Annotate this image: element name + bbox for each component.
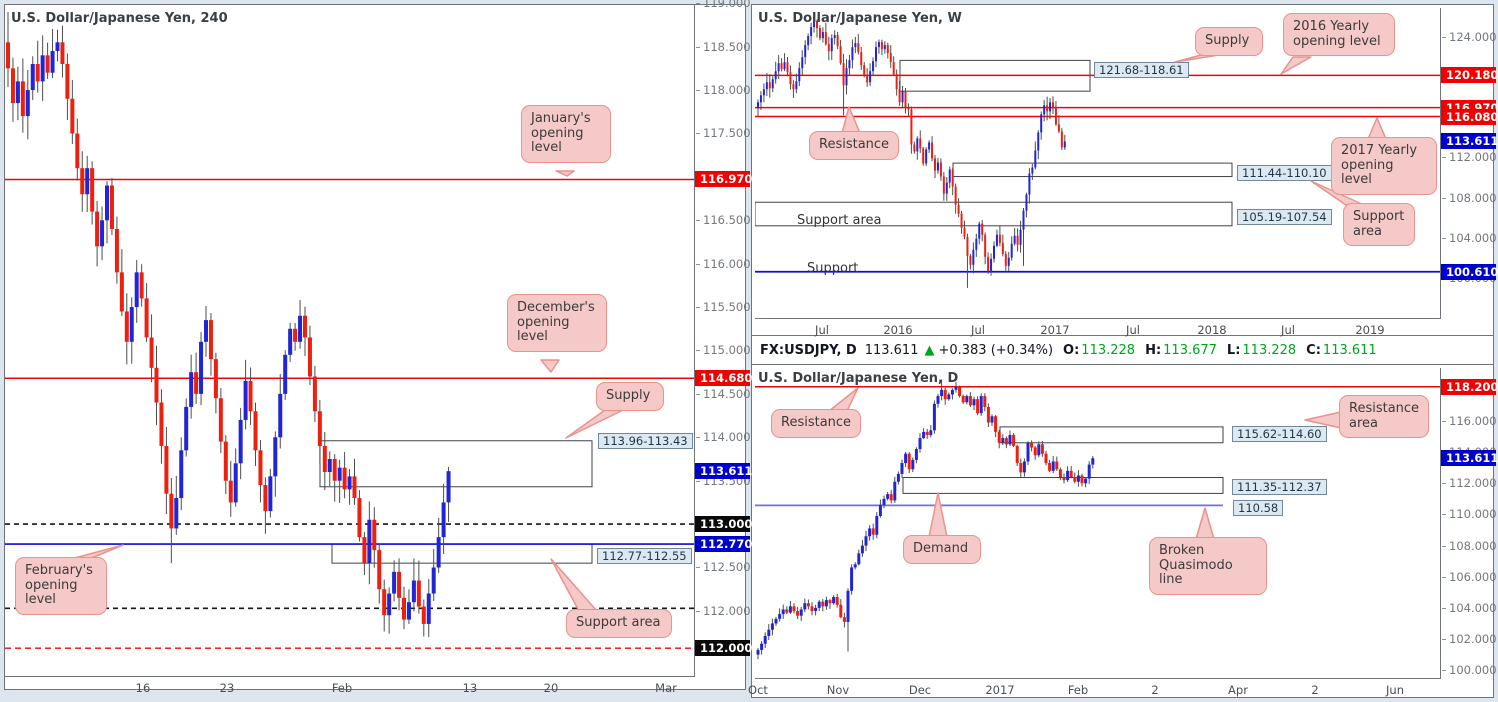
close-value: 113.611 — [1322, 342, 1377, 358]
annotation-callout[interactable]: Supply — [1195, 27, 1263, 56]
low-value: 113.228 — [1242, 342, 1297, 358]
annotation-callout[interactable]: 2016 Yearly opening level — [1283, 13, 1395, 57]
chart-title-weekly: U.S. Dollar/Japanese Yen, W — [758, 11, 962, 26]
annotation-callout[interactable]: Support area — [1343, 203, 1415, 247]
annotation-callout[interactable]: Resistance area — [1339, 395, 1429, 439]
symbol-legend-bar[interactable]: FX:USDJPY, D 113.611 ▲ +0.383 (+0.34%) O… — [751, 336, 1494, 364]
annotation-callout[interactable]: Support area — [566, 609, 672, 638]
annotation-callout[interactable]: Demand — [903, 535, 981, 564]
high-label: H: — [1145, 342, 1162, 358]
annotation-callout[interactable]: Supply — [596, 382, 664, 411]
chart-title-240: U.S. Dollar/Japanese Yen, 240 — [11, 11, 228, 26]
annotation-callout[interactable]: Resistance — [809, 131, 899, 160]
supply-demand-zone[interactable] — [319, 440, 593, 488]
annotation-callout[interactable]: 2017 Yearly opening level — [1331, 137, 1437, 196]
supply-demand-zone[interactable] — [952, 162, 1233, 178]
candlestick-series[interactable] — [6, 11, 451, 638]
supply-demand-zone[interactable] — [999, 426, 1224, 444]
high-value: 113.677 — [1163, 342, 1217, 358]
chart-title-daily: U.S. Dollar/Japanese Yen, D — [758, 371, 959, 386]
price-change: +0.383 (+0.34%) — [938, 342, 1054, 358]
candlestick-series[interactable] — [757, 18, 1066, 288]
annotation-callout[interactable]: December's opening level — [507, 294, 607, 353]
symbol-name: FX:USDJPY, D — [760, 342, 857, 358]
supply-demand-zone[interactable] — [755, 201, 1233, 227]
annotation-callout[interactable]: Broken Quasimodo line — [1149, 537, 1267, 596]
close-label: C: — [1306, 342, 1321, 358]
last-price: 113.611 — [864, 342, 919, 358]
annotation-callout[interactable]: January's opening level — [521, 105, 611, 164]
open-label: O: — [1063, 342, 1080, 358]
annotation-callout[interactable]: February's opening level — [15, 557, 107, 616]
annotation-callout[interactable]: Resistance — [771, 409, 861, 438]
open-value: 113.228 — [1081, 342, 1136, 358]
candlestick-series[interactable] — [756, 379, 1095, 660]
low-label: L: — [1226, 342, 1241, 358]
up-arrow-icon: ▲ — [924, 342, 935, 358]
chart-plot-weekly[interactable] — [755, 8, 1441, 319]
